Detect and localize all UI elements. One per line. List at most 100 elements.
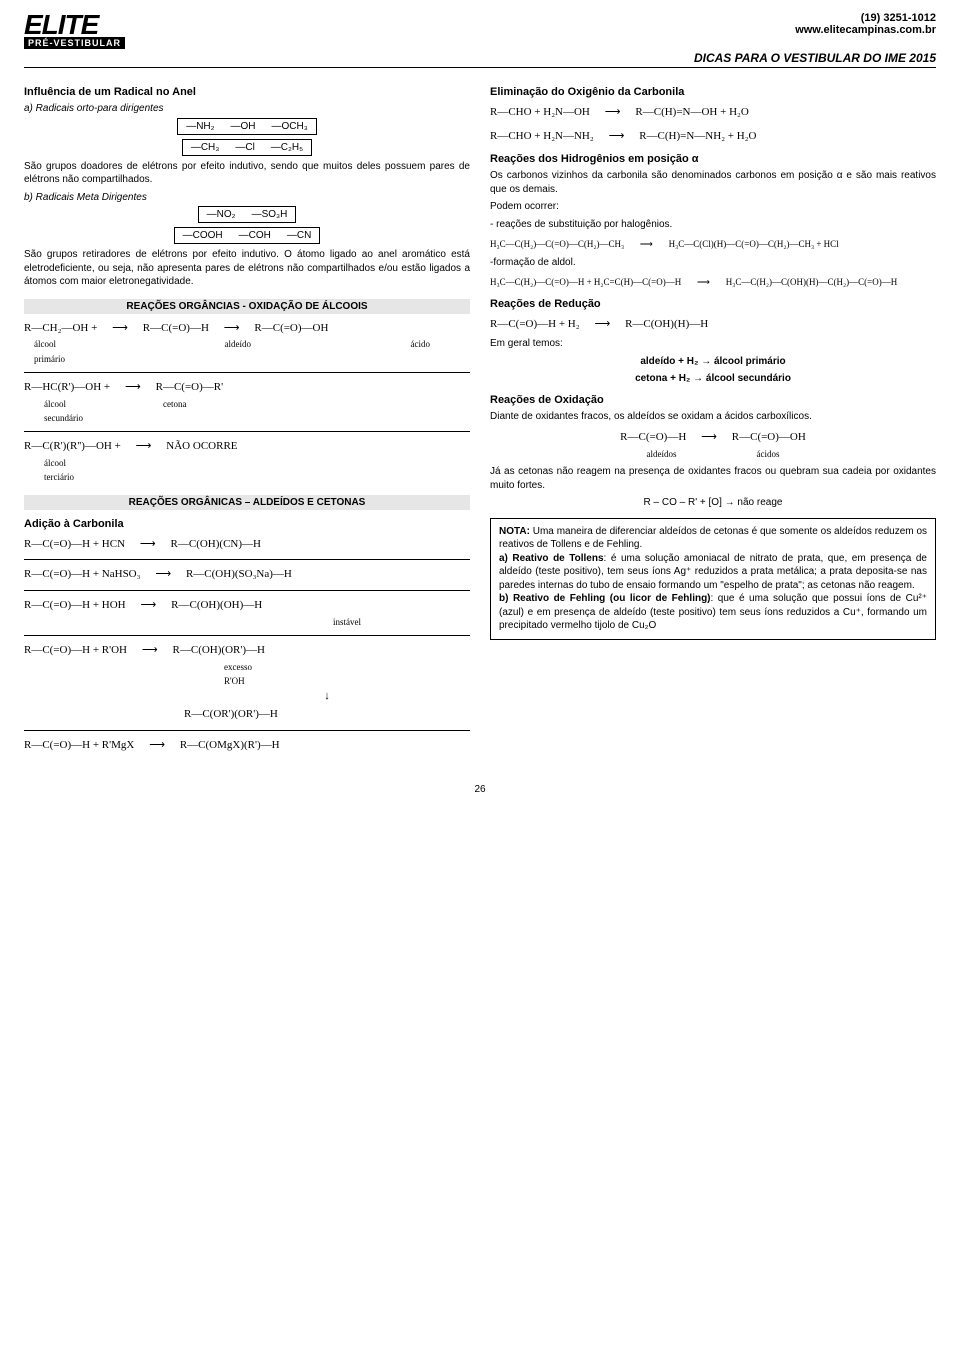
columns: Influência de um Radical no Anel a) Radi…: [24, 78, 936, 754]
website: www.elitecampinas.com.br: [795, 24, 936, 36]
cell: —C₂H₅: [271, 142, 303, 153]
product: H₃C—C(H₂)—C(OH)(H)—C(H₂)—C(=O)—H: [726, 277, 897, 287]
phone: (19) 3251-1012: [795, 12, 936, 24]
sub-b: b) Radicais Meta Dirigentes: [24, 191, 470, 205]
label: ácidos: [757, 447, 780, 461]
reagent: H₃C—C(H₂)—C(=O)—C(H₂)—CH₃: [490, 239, 624, 249]
page-number: 26: [24, 784, 936, 795]
note-b-title: b) Reativo de Fehling (ou licor de Fehli…: [499, 593, 711, 604]
sub-a: a) Radicais orto-para dirigentes: [24, 102, 470, 116]
arrow-icon: ⟶: [124, 438, 164, 456]
right-para-4: -formação de aldol.: [490, 256, 936, 270]
label: álcool terciário: [44, 458, 74, 482]
right-para-6: Diante de oxidantes fracos, os aldeídos …: [490, 410, 936, 424]
reduction: R—C(=O)—H + H₂ ⟶ R—C(OH)(H)—H: [490, 316, 936, 334]
meta-table: —NO₂ —SO₃H —COOH —COH —CN: [24, 204, 470, 244]
product: R—C(H)=N—NH₂ + H₂O: [639, 130, 756, 142]
note: instável: [24, 615, 470, 629]
cell: —Cl: [235, 142, 254, 153]
add-nahso3: R—C(=O)—H + NaHSO₃ ⟶ R—C(OH)(SO₃Na)—H: [24, 566, 470, 584]
add-roh: R—C(=O)—H + R'OH ⟶ R—C(OH)(OR')—H excess…: [24, 642, 470, 724]
cell: —OH: [231, 121, 256, 132]
reagent: H₃C—C(H₂)—C(=O)—H + H₂C=C(H)—C(=O)—H: [490, 277, 681, 287]
divider: [24, 559, 470, 560]
cell: —SO₃H: [252, 209, 288, 220]
logo-main: ELITE: [24, 12, 125, 37]
right-title-3: Reações de Redução: [490, 298, 936, 310]
elim-2: R—CHO + H₂N—NH₂ ⟶ R—C(H)=N—NH₂ + H₂O: [490, 128, 936, 146]
right-title-2: Reações dos Hidrogênios em posição α: [490, 153, 936, 165]
arrow-icon: ⟶: [626, 237, 666, 251]
arrow-icon: ⟶: [130, 642, 170, 660]
arrow-icon: ⟶: [596, 128, 636, 146]
arrow-icon: ⟶: [689, 429, 729, 447]
reagent: R—HC(R')—OH +: [24, 381, 110, 393]
reagent: R—CHO + H₂N—NH₂: [490, 130, 594, 142]
note-body-1: Uma maneira de diferenciar aldeídos de c…: [499, 526, 927, 551]
cell: —NH₂: [186, 121, 214, 132]
arrow-icon: ⟶: [100, 320, 140, 338]
right-para-2: Os carbonos vizinhos da carbonila são de…: [490, 169, 936, 196]
arrow-icon: ⟶: [143, 566, 183, 584]
arrow-icon: ⟶: [212, 320, 252, 338]
add-hoh: R—C(=O)—H + HOH ⟶ R—C(OH)(OH)—H instável: [24, 597, 470, 629]
cell: —CH₃: [191, 142, 220, 153]
para-2: São grupos retiradores de elétrons por e…: [24, 248, 470, 289]
elim-1: R—CHO + H₂N—OH ⟶ R—C(H)=N—OH + H₂O: [490, 104, 936, 122]
product: R—C(=O)—OH: [732, 431, 806, 443]
gen-1: aldeído + H₂ → álcool primário: [490, 355, 936, 369]
label: ácido: [411, 337, 431, 366]
product: R—C(=O)—R': [156, 381, 223, 393]
divider: [24, 372, 470, 373]
right-title-4: Reações de Oxidação: [490, 394, 936, 406]
oxidation-secondary: R—HC(R')—OH + ⟶ R—C(=O)—R' álcool secund…: [24, 379, 470, 425]
cell: —COH: [239, 230, 271, 241]
arrow-icon: ⟶: [582, 316, 622, 334]
label: aldeídos: [647, 447, 677, 461]
oxidation-primary: R—CH₂—OH + ⟶ R—C(=O)—H ⟶ R—C(=O)—OH álco…: [24, 320, 470, 366]
cell: —NO₂: [207, 209, 236, 220]
section-oxidation: REAÇÕES ORGÂNCIAS - OXIDAÇÃO DE ÁLCOOIS: [24, 299, 470, 314]
halogenation: H₃C—C(H₂)—C(=O)—C(H₂)—CH₃ ⟶ H₃C—C(Cl)(H)…: [490, 237, 936, 251]
reagent: R—C(=O)—H: [620, 431, 686, 443]
cell: —OCH₃: [272, 121, 308, 132]
product: R—C(OMgX)(R')—H: [180, 739, 280, 751]
label: cetona: [163, 397, 186, 426]
product: R—C(OH)(H)—H: [625, 318, 708, 330]
reagent: R—C(=O)—H + R'OH: [24, 644, 127, 656]
right-para-5: Em geral temos:: [490, 337, 936, 351]
product: R—C(H)=N—OH + H₂O: [635, 106, 748, 118]
ox-aldehyde: R—C(=O)—H ⟶ R—C(=O)—OH aldeídos ácidos: [490, 429, 936, 461]
logo-sub: PRÉ-VESTIBULAR: [24, 37, 125, 49]
reagent: R—C(R')(R'')—OH +: [24, 440, 121, 452]
logo: ELITE PRÉ-VESTIBULAR: [24, 12, 125, 49]
contact-block: (19) 3251-1012 www.elitecampinas.com.br: [795, 12, 936, 36]
product: R—C(=O)—H: [143, 322, 209, 334]
left-title-1: Influência de um Radical no Anel: [24, 86, 470, 98]
note-title: NOTA:: [499, 526, 530, 537]
divider: [24, 431, 470, 432]
divider: [24, 635, 470, 636]
label: álcool secundário: [44, 397, 83, 426]
label: álcool primário: [34, 337, 65, 366]
product: R—C(OH)(SO₃Na)—H: [186, 568, 292, 580]
oxidation-tertiary: R—C(R')(R'')—OH + ⟶ NÃO OCORRE álcool te…: [24, 438, 470, 484]
header: ELITE PRÉ-VESTIBULAR (19) 3251-1012 www.…: [24, 12, 936, 49]
right-para-3a: Podem ocorrer:: [490, 200, 936, 214]
right-para-3b: - reações de substituição por halogênios…: [490, 218, 936, 232]
product: R—C(OH)(OR')—H: [173, 644, 265, 656]
cell: —COOH: [183, 230, 223, 241]
reagent: R—C(=O)—H + HOH: [24, 599, 126, 611]
add-carbonyl-title: Adição à Carbonila: [24, 518, 470, 530]
reagent: R—C(=O)—H + HCN: [24, 538, 125, 550]
product: R—C(=O)—OH: [254, 322, 328, 334]
reagent: R—C(=O)—H + R'MgX: [24, 739, 134, 751]
add-grignard: R—C(=O)—H + R'MgX ⟶ R—C(OMgX)(R')—H: [24, 737, 470, 755]
note: excesso R'OH: [24, 660, 470, 689]
arrow-icon: ⟶: [128, 536, 168, 554]
right-column: Eliminação do Oxigênio da Carbonila R—CH…: [490, 78, 936, 754]
arrow-icon: ⟶: [128, 597, 168, 615]
aldol: H₃C—C(H₂)—C(=O)—H + H₂C=C(H)—C(=O)—H ⟶ H…: [490, 275, 936, 289]
section-aldket: REAÇÕES ORGÂNICAS – ALDEÍDOS E CETONAS: [24, 495, 470, 510]
arrow-icon: ⟶: [593, 104, 633, 122]
